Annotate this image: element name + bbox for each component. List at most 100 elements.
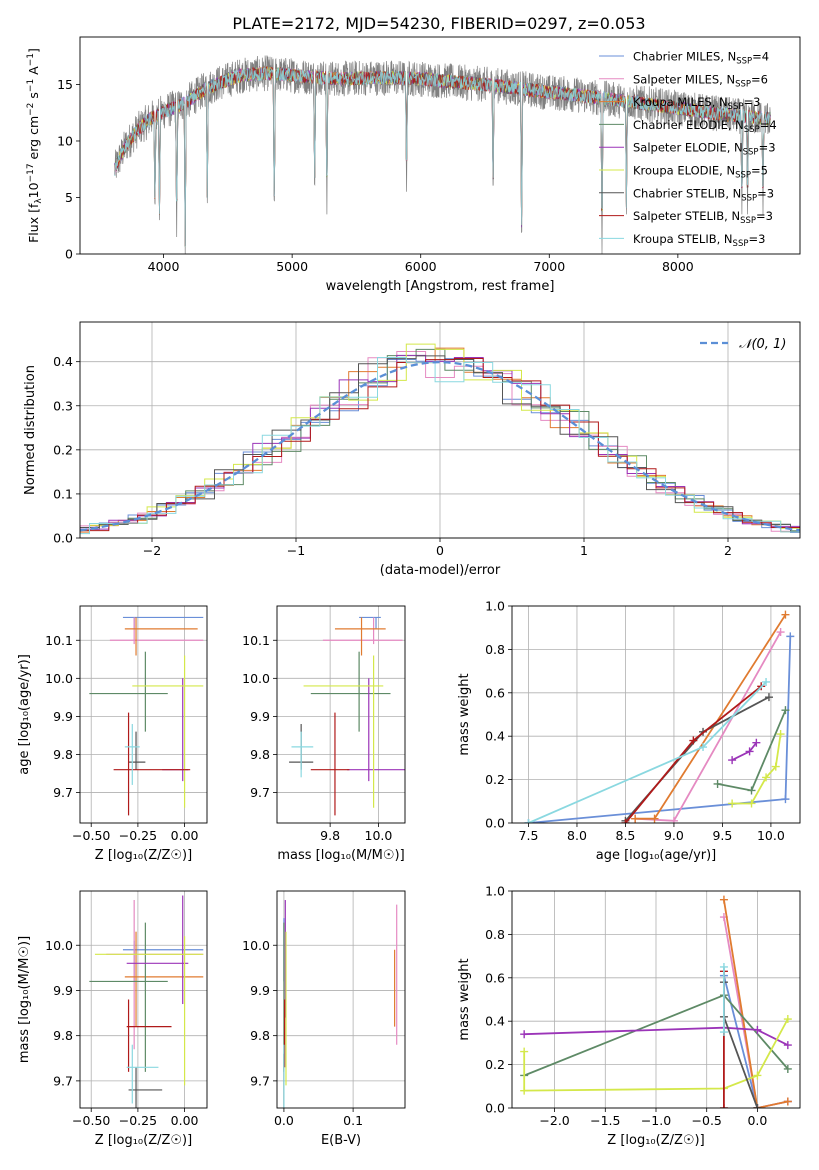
y-tick-label: 9.8 — [53, 747, 73, 762]
weight-marker — [771, 762, 780, 771]
weight-marker — [524, 819, 533, 823]
weight-marker — [520, 1047, 529, 1056]
legend-label: Chabrier ELODIE, NSSP=4 — [633, 118, 777, 135]
axes-frame — [511, 890, 801, 1109]
x-tick-label: −0.5 — [692, 1113, 722, 1128]
legend-subscript: SSP — [728, 102, 744, 112]
x-tick-label: −1.5 — [590, 1113, 620, 1128]
x-tick-label: 10.0 — [365, 828, 393, 843]
weight-marker — [719, 1104, 728, 1108]
weight-marker — [747, 786, 756, 795]
histogram-series — [80, 358, 800, 533]
y-axis-label-part: λ — [34, 198, 44, 204]
y-tick-label: 9.8 — [250, 1028, 270, 1043]
legend-count: =3 — [757, 186, 774, 200]
y-axis-label-part: −17 — [26, 163, 36, 182]
y-axis-label-part: erg cm — [26, 116, 41, 164]
axes-frame — [79, 890, 208, 1109]
y-tick-label: 9.9 — [250, 709, 270, 724]
mass-weight-vs-metallicity-panel: −2.0 −1.5 −1.0 −0.5 0.0 0.0 0.2 0.4 0.6 0.8 1.0 Z [… — [457, 884, 801, 1148]
y-axis-label-part: ] — [26, 48, 41, 53]
y-tick-label: 9.8 — [53, 1028, 73, 1043]
y-tick-label: 9.9 — [53, 983, 73, 998]
plot-area — [89, 616, 204, 816]
weight-marker — [719, 1028, 728, 1037]
axes-frame — [511, 605, 801, 824]
age-vs-mass-panel: 9.8 10.0 9.7 9.8 9.9 10.0 10.1 mass [log₁₀(M/M☉… — [242, 605, 406, 863]
y-axis-label-part: −2 — [26, 103, 36, 116]
weight-marker — [753, 1025, 762, 1034]
y-tick-label: 0.0 — [485, 816, 505, 831]
x-tick-label: 0.1 — [343, 1113, 363, 1128]
weight-marker — [776, 628, 785, 637]
weight-line — [524, 1026, 789, 1046]
weight-marker — [621, 819, 630, 823]
y-tick-label: 0.4 — [485, 729, 505, 744]
weight-marker — [728, 756, 737, 765]
x-axis-label: E(B-V) — [321, 1133, 361, 1148]
plot-area — [289, 616, 405, 816]
legend-subscript: SSP — [733, 239, 749, 249]
y-tick-label: 1.0 — [485, 884, 505, 899]
weight-marker — [753, 1104, 762, 1108]
x-tick-label: 2 — [724, 543, 732, 558]
weight-marker — [783, 1015, 792, 1024]
legend-count: =4 — [752, 50, 769, 64]
figure-title: PLATE=2172, MJD=54230, FIBERID=0297, z=0… — [232, 14, 645, 33]
histogram-series — [80, 351, 800, 534]
x-tick-label: 8000 — [662, 259, 694, 274]
y-tick-label: 0.1 — [53, 486, 73, 501]
y-tick-label: 0.0 — [53, 531, 73, 546]
legend-subscript: SSP — [743, 148, 759, 158]
y-tick-label: 15 — [57, 77, 73, 92]
legend-count: =3 — [756, 209, 773, 223]
y-tick-label: 1.0 — [485, 599, 505, 614]
age-vs-metallicity-panel: −0.50 −0.25 0.00 9.7 9.8 9.9 10.0 10.1 Z [log₁₀(… — [17, 605, 208, 863]
weight-marker — [669, 816, 678, 823]
legend-subscript: SSP — [741, 193, 757, 203]
residuals-panel: −2 −1 0 1 2 0.0 0.1 0.2 0.3 0.4 (data-model)/error… — [23, 321, 801, 578]
x-axis-label: wavelength [Angstrom, rest frame] — [326, 279, 555, 294]
y-axis-label-part: −1 — [26, 53, 36, 66]
y-axis-label-part: s — [26, 92, 41, 103]
axes-frame — [79, 321, 801, 539]
y-tick-label: 9.9 — [53, 709, 73, 724]
y-tick-label: 0 — [65, 247, 73, 262]
y-axis-label: mass weight — [457, 673, 472, 755]
x-tick-label: 10.0 — [757, 828, 785, 843]
plot-area — [524, 610, 795, 823]
legend-label: Chabrier STELIB, NSSP=3 — [633, 186, 774, 203]
legend-label: Kroupa STELIB, NSSP=3 — [633, 232, 765, 249]
x-tick-label: 9.0 — [664, 828, 684, 843]
x-tick-label: −2.0 — [539, 1113, 569, 1128]
x-tick-label: 7.5 — [519, 828, 539, 843]
plot-area — [114, 55, 771, 254]
y-tick-label: 9.7 — [53, 785, 73, 800]
x-tick-label: 0 — [436, 543, 444, 558]
y-tick-label: 0.3 — [53, 398, 73, 413]
y-tick-label: 0.6 — [485, 970, 505, 985]
weight-marker — [762, 773, 771, 782]
weight-marker — [699, 743, 708, 752]
legend-subscript: SSP — [744, 125, 760, 135]
x-tick-label: −2 — [143, 543, 161, 558]
y-tick-label: 0.2 — [485, 1057, 505, 1072]
axes-frame — [276, 890, 406, 1109]
y-tick-label: 10.0 — [242, 671, 270, 686]
y-axis-label-part: A — [26, 66, 41, 79]
x-tick-label: −0.25 — [119, 828, 157, 843]
y-tick-label: 10.1 — [45, 633, 73, 648]
weight-marker — [520, 1030, 529, 1039]
x-tick-label: −0.50 — [72, 828, 110, 843]
weight-marker — [781, 610, 790, 619]
x-tick-label: 0.0 — [747, 1113, 767, 1128]
x-tick-label: 7000 — [533, 259, 565, 274]
x-axis-label: mass [log₁₀(M/M☉)] — [277, 848, 404, 863]
weight-marker — [719, 895, 728, 904]
y-tick-label: 10 — [57, 133, 73, 148]
histogram-series — [80, 354, 800, 535]
y-tick-label: 0.8 — [485, 642, 505, 657]
x-axis-label: Z [log₁₀(Z/Z☉)] — [95, 1133, 192, 1148]
weight-marker — [520, 1086, 529, 1095]
